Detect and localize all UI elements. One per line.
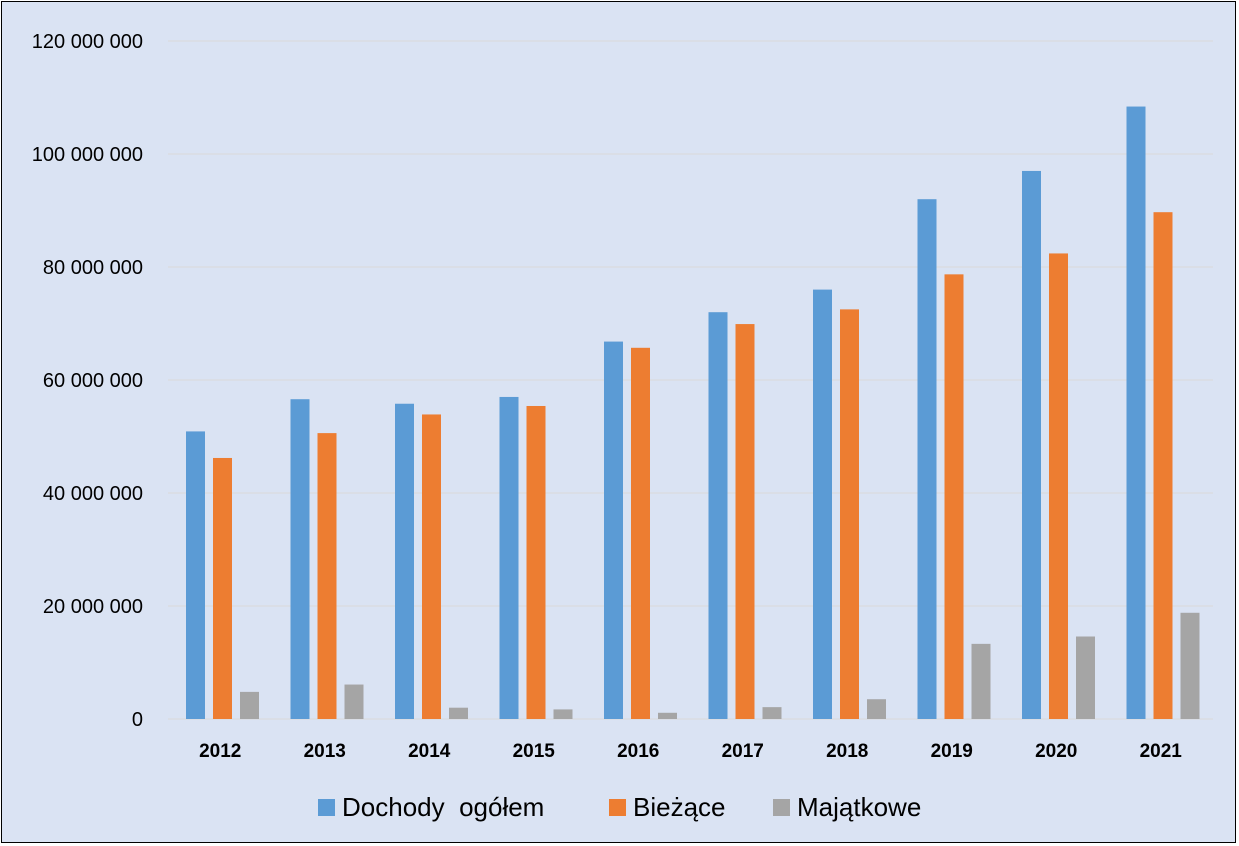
bar-bie-ce-2012 (213, 457, 232, 719)
legend-label: Dochody ogółem (342, 792, 544, 822)
x-tick-label: 2014 (408, 741, 451, 762)
bar-maj-tkowe-2019 (971, 643, 991, 719)
y-tick-label: 120 000 000 (32, 31, 143, 53)
bar-maj-tkowe-2013 (344, 684, 364, 719)
x-tick-label: 2015 (513, 741, 556, 762)
legend-swatch (609, 799, 626, 816)
x-tick-label: 2020 (1035, 741, 1077, 762)
bar-maj-tkowe-2012 (240, 691, 259, 719)
bar-bie-ce-2014 (422, 414, 441, 719)
x-tick-label: 2018 (826, 741, 868, 762)
y-tick-label: 20 000 000 (43, 596, 143, 618)
bar-bie-ce-2019 (944, 274, 964, 719)
bar-dochody-og-em-2016 (604, 341, 623, 719)
bar-dochody-og-em-2019 (917, 199, 937, 719)
bar-dochody-og-em-2014 (395, 403, 414, 719)
bar-dochody-og-em-2013 (290, 399, 310, 719)
x-axis-ticks: 2012 2013 2014 2015 2016 2017 2018 2019 2020 2021 (199, 741, 1182, 762)
x-tick-label: 2013 (304, 741, 346, 762)
bar-maj-tkowe-2016 (658, 712, 677, 719)
y-tick-label: 40 000 000 (43, 483, 143, 505)
y-tick-label: 0 (132, 709, 143, 731)
bar-dochody-og-em-2015 (499, 396, 519, 719)
legend-swatch (773, 799, 790, 816)
bar-maj-tkowe-2020 (1076, 636, 1095, 719)
legend-swatch (318, 799, 335, 816)
bar-bie-ce-2017 (735, 324, 755, 719)
bar-dochody-og-em-2021 (1126, 106, 1146, 720)
bar-bie-ce-2015 (526, 405, 546, 719)
bar-bie-ce-2020 (1049, 253, 1068, 719)
bar-maj-tkowe-2018 (867, 699, 886, 719)
x-tick-label: 2012 (199, 741, 241, 762)
x-tick-label: 2017 (722, 741, 764, 762)
bar-maj-tkowe-2017 (762, 707, 782, 719)
bar-maj-tkowe-2014 (449, 707, 468, 719)
y-axis-ticks: 0 20 000 000 40 000 000 60 000 000 80 000 00… (32, 31, 143, 731)
legend: Dochody ogółem Bieżące Majątkowe (318, 792, 921, 822)
bar-bie-ce-2021 (1153, 212, 1173, 719)
bar-dochody-og-em-2018 (813, 289, 832, 719)
bar-bie-ce-2013 (317, 433, 337, 719)
bar-maj-tkowe-2015 (553, 709, 573, 719)
bar-bie-ce-2016 (631, 347, 650, 719)
bar-bie-ce-2018 (840, 309, 859, 719)
y-tick-label: 100 000 000 (32, 144, 143, 166)
bar-maj-tkowe-2021 (1180, 612, 1200, 719)
bars (186, 106, 1200, 720)
y-tick-label: 80 000 000 (43, 257, 143, 279)
legend-label: Majątkowe (797, 792, 921, 822)
y-tick-label: 60 000 000 (43, 370, 143, 392)
legend-label: Bieżące (633, 792, 726, 822)
bar-dochody-og-em-2017 (708, 312, 728, 719)
x-tick-label: 2021 (1140, 741, 1183, 762)
x-tick-label: 2016 (617, 741, 659, 762)
bar-dochody-og-em-2012 (186, 431, 205, 719)
x-tick-label: 2019 (931, 741, 973, 762)
bar-dochody-og-em-2020 (1022, 170, 1041, 719)
